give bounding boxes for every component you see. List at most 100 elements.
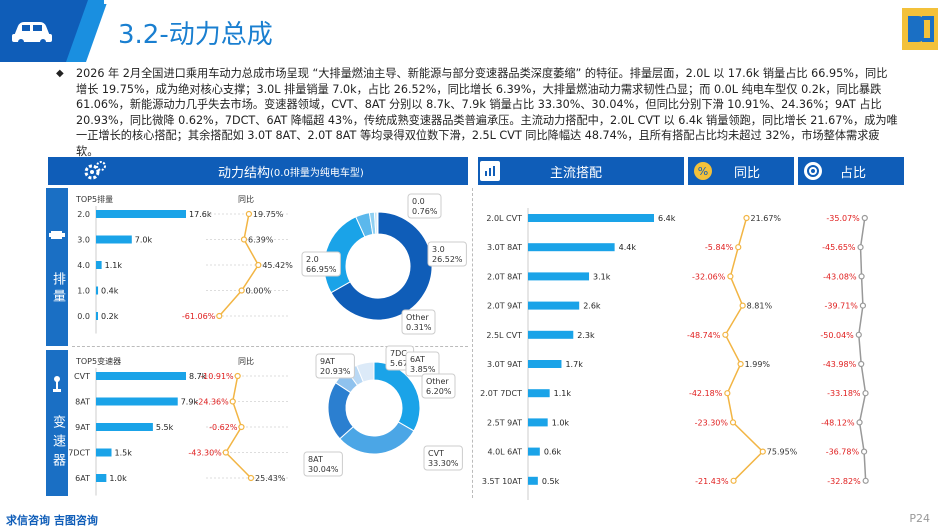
yoy-value-label: 19.75% [253, 210, 284, 219]
bar-value-label: 0.2k [101, 312, 119, 321]
summary-text: 2026 年 2月全国进口乘用车动力总成市场呈现 “大排量燃油主导、新能源与部分… [76, 67, 898, 158]
yoy-value-label: -43.30% [188, 449, 222, 458]
combo-value-label: 3.1k [593, 272, 611, 281]
combo-bar [528, 243, 615, 252]
combo-yoy-point [727, 273, 734, 280]
yoy-point [255, 261, 262, 269]
donut-label-value: 0.76% [412, 207, 438, 216]
combo-yoy-label: -21.43% [695, 477, 729, 486]
donut-label-value: 33.30% [428, 459, 459, 468]
engine-icon [49, 231, 65, 239]
donut-label-name: CVT [428, 449, 444, 458]
bar-panel-title: TOP5排量 [75, 194, 113, 204]
yoy-point [240, 236, 248, 243]
combo-bar [528, 214, 654, 222]
bar [96, 423, 153, 431]
bar-category-label: 6AT [75, 474, 90, 483]
combo-share-point [859, 302, 867, 309]
donut-label-name: 3.0 [432, 245, 445, 254]
bar-category-label: 0.0 [77, 312, 90, 321]
combo-share-point [862, 477, 869, 484]
combo-share-label: -48.12% [821, 418, 855, 427]
combo-title: 主流搭配 [550, 165, 603, 181]
yoy-point [238, 287, 245, 294]
combo-share-point [858, 360, 865, 368]
yoy-line [224, 375, 252, 479]
chart-icon [480, 161, 500, 181]
combo-share-point [861, 214, 868, 222]
yoy-value-label: 45.42% [262, 261, 293, 270]
donut-slice [373, 361, 421, 432]
bar [96, 261, 102, 269]
combo-category-label: 2.0T 9AT [487, 302, 522, 311]
combo-bar [528, 476, 538, 485]
combo-header: 主流搭配 [478, 157, 684, 185]
combo-yoy-point [735, 244, 742, 251]
bar-category-label: 3.0 [77, 236, 90, 245]
combo-yoy-label: 75.95% [767, 448, 798, 457]
gears-icon [82, 158, 108, 184]
bar [96, 312, 98, 320]
combo-yoy-label: -5.84% [705, 243, 734, 252]
donut-label-box [427, 241, 467, 267]
combo-share-point [862, 390, 869, 397]
combo-yoy-point [729, 419, 737, 426]
donut-label-box [301, 251, 341, 277]
combo-share-point [858, 273, 865, 280]
combo-value-label: 0.5k [542, 477, 560, 486]
yoy-point [245, 210, 253, 218]
donut-slice [323, 216, 366, 294]
combo-yoy-label: -32.06% [692, 272, 726, 281]
combo-category-label: 4.0L 6AT [487, 448, 522, 457]
combo-value-label: 0.6k [544, 448, 562, 457]
bar-value-label: 1.1k [105, 261, 123, 270]
donut-label-value: 0.31% [406, 323, 432, 332]
combo-bar [528, 389, 550, 398]
column-divider [472, 188, 473, 498]
donut-label-value: 66.95% [306, 265, 337, 274]
combo-bar [528, 272, 590, 281]
bar-category-label: 1.0 [77, 287, 90, 296]
donut-label-box [401, 309, 436, 335]
combo-yoy-point [759, 448, 766, 455]
bar-category-label: 2.0 [77, 210, 90, 219]
bar-category-label: 7DCT [68, 449, 90, 458]
donut-slice [330, 211, 433, 321]
bullet-icon: ◆ [56, 68, 64, 79]
combo-share-point [855, 331, 862, 338]
donut-label-box [421, 373, 456, 399]
yoy-value-label: 6.39% [248, 236, 274, 245]
target-icon [800, 158, 826, 184]
yoy-value-label: 0.00% [246, 287, 272, 296]
yoy-title: 同比 [734, 165, 761, 181]
bar-category-label: 8AT [75, 398, 90, 407]
combo-value-label: 1.1k [554, 389, 572, 398]
yoy-header: % 同比 [688, 157, 794, 185]
combo-category-label: 2.5T 9AT [487, 418, 522, 427]
bar [96, 372, 186, 380]
bar-value-label: 7.9k [181, 398, 199, 407]
donut-label-name: 6AT [410, 355, 425, 364]
donut-label-name: 7DC [390, 349, 407, 358]
combo-yoy-point [724, 390, 731, 397]
powertrain-subtitle: (0.0排量为纯电车型) [270, 167, 364, 179]
donut-label-name: 9AT [320, 357, 335, 366]
bar [96, 474, 107, 482]
bar-value-label: 7.0k [135, 236, 153, 245]
donut-label-value: 5.67 [390, 359, 408, 368]
share-header: 占比 [798, 157, 904, 185]
donut-label-value: 30.04% [308, 465, 339, 474]
donut-label-name: 8AT [308, 455, 323, 464]
displacement-label: 排量 [50, 272, 65, 306]
combo-category-label: 3.0T 9AT [487, 360, 522, 369]
donut-label-value: 3.85% [410, 365, 436, 374]
combo-yoy-label: -48.74% [687, 331, 721, 340]
combo-yoy-point [739, 302, 746, 309]
yoy-point [222, 449, 229, 456]
donut-slice [355, 361, 375, 383]
combo-share-label: -45.65% [822, 243, 856, 252]
donut-label-box [407, 193, 442, 219]
yoy-point [216, 312, 223, 320]
donut-label-box [423, 445, 463, 471]
donut-label-name: Other [406, 313, 429, 322]
